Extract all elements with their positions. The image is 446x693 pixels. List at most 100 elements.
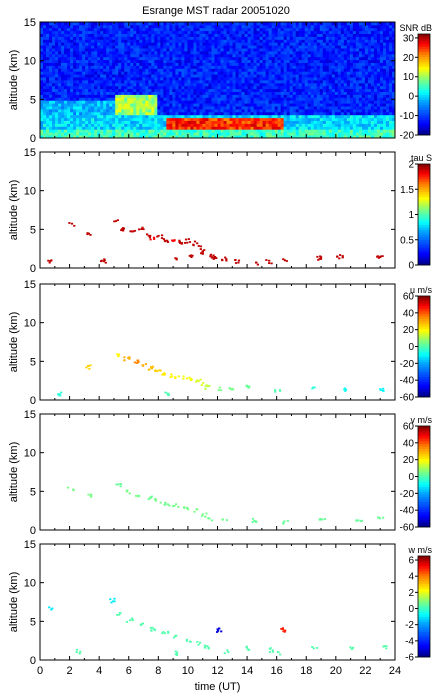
heatmap-cell (256, 135, 261, 139)
heatmap-cell (364, 56, 369, 61)
heatmap-cell (187, 129, 191, 133)
heatmap-cell (64, 126, 68, 130)
heatmap-cell (346, 123, 351, 127)
heatmap-cell (85, 109, 89, 113)
heatmap-cell (340, 135, 345, 139)
heatmap-cell (238, 135, 242, 139)
heatmap-cell (193, 62, 197, 66)
heatmap-cell (283, 117, 288, 121)
heatmap-cell (247, 94, 251, 98)
heatmap-cell (376, 65, 381, 69)
heatmap-cell (64, 100, 68, 104)
heatmap-cell (136, 103, 140, 107)
heatmap-cell (208, 71, 212, 75)
heatmap-cell (340, 132, 345, 136)
heatmap-cell (160, 94, 164, 98)
heatmap-cell (250, 111, 254, 116)
heatmap-cell (154, 42, 158, 46)
heatmap-cell (262, 68, 267, 72)
heatmap-cell (310, 111, 315, 116)
heatmap-cell (274, 85, 279, 90)
heatmap-cell (307, 30, 312, 34)
heatmap-cell (313, 30, 318, 34)
heatmap-cell (127, 42, 131, 46)
heatmap-cell (193, 80, 197, 84)
heatmap-cell (337, 45, 342, 49)
heatmap-cell (208, 53, 212, 58)
heatmap-cell (388, 132, 393, 136)
heatmap-cell (172, 77, 176, 81)
heatmap-cell (313, 123, 318, 127)
heatmap-cell (250, 123, 254, 127)
heatmap-cell (76, 117, 80, 121)
heatmap-cell (355, 100, 360, 104)
heatmap-cell (142, 53, 146, 58)
heatmap-cell (277, 36, 282, 40)
heatmap-cell (187, 103, 191, 107)
heatmap-cell (295, 111, 300, 116)
heatmap-cell (253, 56, 258, 61)
heatmap-cell (40, 114, 44, 119)
heatmap-cell (352, 100, 357, 104)
colorbar-segment (418, 112, 430, 116)
heatmap-cell (145, 53, 149, 58)
heatmap-cell (385, 30, 390, 34)
heatmap-cell (208, 24, 212, 29)
heatmap-cell (205, 51, 209, 55)
heatmap-cell (382, 27, 387, 32)
heatmap-cell (367, 71, 372, 75)
heatmap-cell (346, 111, 351, 116)
heatmap-cell (364, 39, 369, 43)
heatmap-cell (271, 74, 276, 78)
heatmap-cell (298, 106, 303, 110)
heatmap-cell (142, 65, 146, 69)
heatmap-cell (61, 45, 65, 49)
heatmap-cell (202, 132, 206, 136)
heatmap-cell (295, 74, 300, 78)
heatmap-cell (61, 82, 65, 87)
heatmap-cell (58, 27, 62, 32)
heatmap-cell (328, 88, 333, 92)
heatmap-cell (79, 71, 83, 75)
heatmap-cell (100, 103, 104, 107)
heatmap-cell (193, 36, 197, 40)
heatmap-cell (202, 24, 206, 29)
heatmap-cell (133, 120, 137, 124)
heatmap-cell (286, 80, 291, 84)
heatmap-cell (220, 62, 224, 66)
heatmap-cell (85, 36, 89, 40)
heatmap-cell (211, 62, 215, 66)
heatmap-cell (94, 111, 98, 116)
heatmap-cell (88, 126, 92, 130)
heatmap-cell (55, 27, 59, 32)
heatmap-cell (223, 59, 227, 63)
heatmap-cell (331, 100, 336, 104)
heatmap-cell (343, 27, 348, 32)
heatmap-cell (121, 82, 125, 87)
heatmap-cell (49, 106, 53, 110)
heatmap-cell (373, 132, 378, 136)
heatmap-cell (46, 91, 50, 95)
heatmap-cell (64, 36, 68, 40)
heatmap-cell (289, 51, 294, 55)
heatmap-cell (214, 109, 218, 113)
heatmap-cell (259, 42, 264, 46)
heatmap-cell (61, 97, 65, 101)
heatmap-cell (115, 120, 119, 124)
heatmap-cell (133, 123, 137, 127)
heatmap-cell (319, 59, 324, 63)
heatmap-cell (382, 129, 387, 133)
heatmap-cell (145, 59, 149, 63)
heatmap-cell (349, 132, 354, 136)
heatmap-cell (256, 111, 261, 116)
heatmap-cell (106, 24, 110, 29)
heatmap-cell (304, 51, 309, 55)
heatmap-cell (139, 59, 143, 63)
heatmap-cell (349, 80, 354, 84)
heatmap-cell (274, 45, 279, 49)
heatmap-cell (157, 126, 161, 130)
heatmap-cell (253, 111, 258, 116)
heatmap-cell (343, 22, 348, 26)
heatmap-cell (241, 80, 245, 84)
heatmap-cell (256, 74, 261, 78)
